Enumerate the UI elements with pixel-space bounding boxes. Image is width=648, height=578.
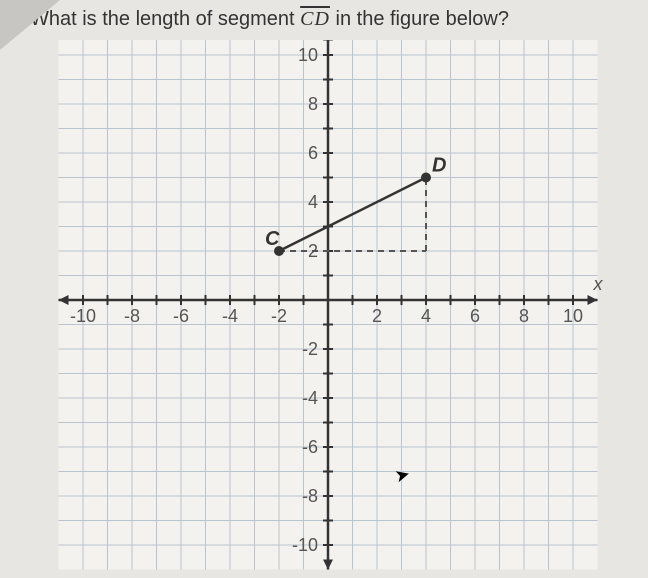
svg-text:4: 4 — [421, 306, 431, 326]
svg-text:-2: -2 — [302, 339, 318, 359]
svg-text:4: 4 — [308, 192, 318, 212]
page-fold-corner — [0, 0, 60, 50]
svg-text:-8: -8 — [124, 306, 140, 326]
svg-text:-2: -2 — [271, 306, 287, 326]
svg-text:D: D — [432, 155, 446, 177]
coordinate-graph: -10-8-6-4-224681010864-2-4-6-8-102yxCD — [48, 40, 608, 572]
question-prefix: What is the length of segment — [30, 8, 300, 30]
svg-text:2: 2 — [372, 306, 382, 326]
svg-text:-10: -10 — [292, 535, 318, 555]
question-suffix: in the figure below? — [336, 8, 509, 30]
svg-text:-8: -8 — [302, 486, 318, 506]
segment-name: CD — [300, 8, 330, 30]
svg-text:-6: -6 — [173, 306, 189, 326]
svg-text:-6: -6 — [302, 437, 318, 457]
svg-text:10: 10 — [563, 306, 583, 326]
svg-text:-4: -4 — [302, 388, 318, 408]
svg-text:6: 6 — [470, 306, 480, 326]
svg-text:6: 6 — [308, 143, 318, 163]
graph-svg: -10-8-6-4-224681010864-2-4-6-8-102yxCD — [48, 40, 608, 572]
question-text: What is the length of segment CD in the … — [30, 8, 509, 31]
svg-text:x: x — [593, 274, 604, 294]
svg-text:-10: -10 — [70, 306, 96, 326]
svg-text:10: 10 — [298, 45, 318, 65]
svg-text:C: C — [265, 228, 280, 250]
svg-text:-4: -4 — [222, 306, 238, 326]
svg-text:8: 8 — [519, 306, 529, 326]
svg-text:8: 8 — [308, 94, 318, 114]
